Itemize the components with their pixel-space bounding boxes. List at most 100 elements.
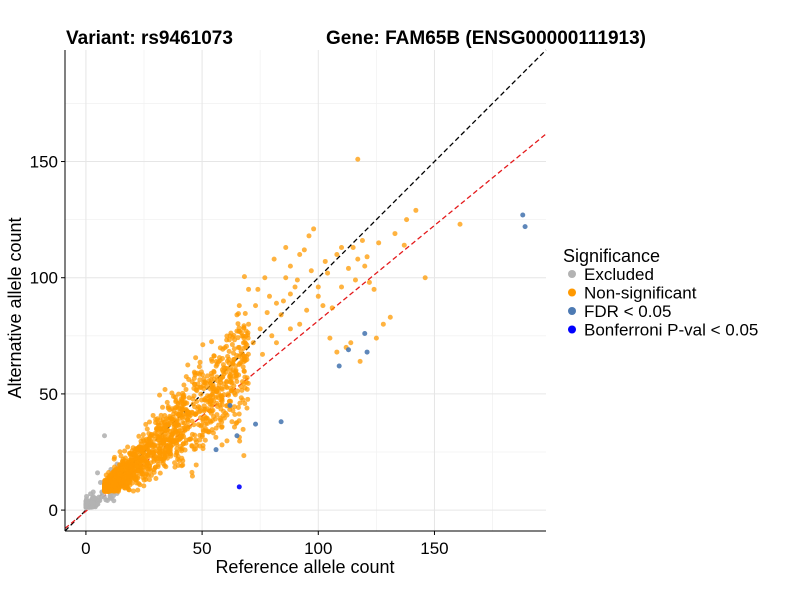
point-non-significant bbox=[204, 373, 210, 379]
point-non-significant bbox=[110, 480, 116, 486]
point-non-significant bbox=[260, 351, 266, 357]
point-non-significant bbox=[220, 362, 226, 368]
point-non-significant bbox=[269, 333, 275, 339]
point-non-significant bbox=[273, 300, 279, 306]
point-non-significant bbox=[224, 378, 230, 384]
point-non-significant bbox=[166, 432, 172, 438]
point-non-significant bbox=[218, 397, 224, 403]
point-non-significant bbox=[116, 487, 122, 493]
point-non-significant bbox=[178, 433, 184, 439]
point-non-significant bbox=[232, 424, 237, 430]
legend-label: Excluded bbox=[584, 265, 654, 284]
point-non-significant bbox=[294, 277, 300, 283]
point-non-significant bbox=[213, 358, 219, 364]
point-non-significant bbox=[130, 488, 136, 494]
point-non-significant bbox=[173, 423, 179, 429]
x-tick-label: 0 bbox=[81, 539, 90, 558]
point-non-significant bbox=[124, 468, 130, 474]
point-non-significant bbox=[189, 443, 195, 449]
point-non-significant bbox=[193, 439, 199, 445]
point-non-significant bbox=[352, 277, 358, 283]
point-non-significant bbox=[180, 441, 186, 447]
point-non-significant bbox=[205, 428, 211, 434]
point-non-significant bbox=[304, 307, 310, 313]
point-non-significant bbox=[129, 457, 135, 463]
point-non-significant bbox=[130, 466, 136, 472]
axes bbox=[64, 50, 546, 532]
point-non-significant bbox=[134, 464, 140, 470]
point-non-significant bbox=[240, 426, 246, 432]
point-non-significant bbox=[280, 298, 286, 304]
point-non-significant bbox=[179, 445, 185, 451]
point-non-significant bbox=[297, 251, 303, 257]
point-non-significant bbox=[168, 443, 174, 449]
point-non-significant bbox=[157, 434, 163, 440]
point-non-significant bbox=[117, 449, 123, 455]
x-tick-label: 100 bbox=[304, 539, 332, 558]
point-non-significant bbox=[208, 356, 214, 362]
point-non-significant bbox=[273, 340, 279, 346]
point-non-significant bbox=[165, 405, 171, 411]
point-non-significant bbox=[190, 410, 195, 416]
point-non-significant bbox=[237, 400, 243, 406]
point-non-significant bbox=[230, 361, 236, 367]
point-non-significant bbox=[371, 286, 377, 292]
point-non-significant bbox=[181, 382, 187, 388]
point-fdr-0-05 bbox=[362, 330, 368, 336]
point-non-significant bbox=[122, 448, 128, 454]
point-non-significant bbox=[227, 374, 233, 380]
point-excluded bbox=[92, 495, 98, 501]
point-non-significant bbox=[144, 426, 150, 432]
point-non-significant bbox=[339, 245, 345, 251]
point-non-significant bbox=[125, 444, 131, 450]
point-non-significant bbox=[255, 286, 261, 292]
point-non-significant bbox=[392, 231, 398, 237]
point-non-significant bbox=[179, 463, 185, 469]
chart-title-variant: Variant: rs9461073 bbox=[66, 28, 233, 49]
point-non-significant bbox=[192, 404, 198, 410]
point-non-significant bbox=[226, 360, 232, 366]
point-non-significant bbox=[350, 245, 356, 251]
point-non-significant bbox=[224, 337, 230, 343]
point-non-significant bbox=[178, 396, 184, 402]
point-non-significant bbox=[236, 344, 242, 350]
point-non-significant bbox=[144, 438, 150, 444]
point-non-significant bbox=[345, 265, 351, 271]
grid bbox=[65, 50, 546, 531]
y-tick-label: 150 bbox=[30, 153, 58, 172]
point-non-significant bbox=[278, 312, 284, 318]
point-non-significant bbox=[185, 362, 191, 368]
point-non-significant bbox=[174, 446, 180, 452]
point-non-significant bbox=[311, 226, 317, 232]
point-non-significant bbox=[196, 364, 202, 370]
point-non-significant bbox=[234, 379, 240, 384]
point-non-significant bbox=[152, 454, 158, 460]
point-excluded bbox=[89, 500, 95, 506]
point-non-significant bbox=[181, 420, 187, 426]
point-non-significant bbox=[148, 468, 154, 474]
point-non-significant bbox=[138, 471, 144, 477]
point-non-significant bbox=[380, 321, 386, 327]
point-non-significant bbox=[153, 476, 159, 482]
point-non-significant bbox=[287, 263, 293, 269]
data-points bbox=[83, 156, 528, 511]
point-non-significant bbox=[172, 460, 178, 466]
point-excluded bbox=[111, 498, 117, 504]
point-non-significant bbox=[140, 432, 146, 438]
point-non-significant bbox=[148, 442, 154, 448]
point-non-significant bbox=[157, 470, 163, 476]
point-non-significant bbox=[237, 438, 243, 444]
point-non-significant bbox=[165, 437, 171, 443]
point-non-significant bbox=[219, 355, 225, 361]
point-non-significant bbox=[162, 387, 168, 393]
point-non-significant bbox=[130, 471, 136, 477]
point-non-significant bbox=[146, 477, 152, 483]
point-non-significant bbox=[334, 251, 340, 257]
point-non-significant bbox=[234, 420, 240, 426]
point-non-significant bbox=[171, 438, 177, 444]
point-excluded bbox=[107, 493, 113, 499]
point-non-significant bbox=[339, 284, 345, 290]
point-non-significant bbox=[228, 379, 234, 385]
point-non-significant bbox=[216, 382, 222, 388]
